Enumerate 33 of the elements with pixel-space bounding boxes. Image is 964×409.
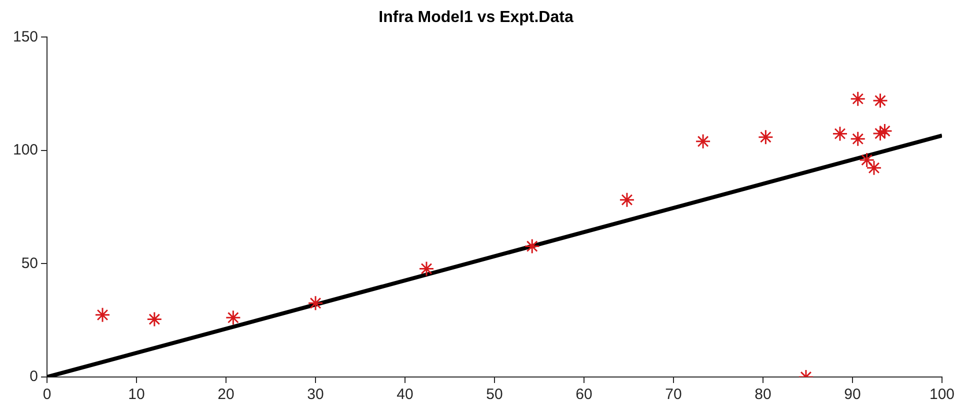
x-tick-label: 20 (218, 386, 234, 404)
x-tick-label: 80 (754, 386, 772, 404)
x-tick-label: 30 (307, 386, 324, 404)
point (866, 160, 882, 176)
x-tick-label: 60 (576, 386, 592, 404)
point (850, 131, 866, 147)
point (832, 126, 848, 142)
point (872, 126, 888, 142)
point (850, 91, 866, 107)
point (225, 310, 241, 326)
y-tick-label: 100 (12, 142, 38, 159)
x-tick-label: 50 (486, 386, 503, 404)
x-tick-label: 40 (396, 386, 414, 404)
x-tick-label: 70 (665, 386, 682, 404)
x-tick-label: 10 (128, 386, 145, 404)
x-tick-label: 90 (844, 386, 861, 404)
point (308, 295, 324, 311)
point (619, 192, 635, 208)
point (876, 123, 892, 139)
point (146, 311, 162, 327)
point (524, 238, 540, 254)
point (758, 129, 774, 145)
point (94, 307, 110, 323)
point (859, 152, 875, 168)
point (872, 92, 888, 108)
x-tick-label: 0 (42, 386, 52, 404)
point (418, 260, 434, 276)
x-tick-label: 100 (929, 386, 955, 404)
y-tick-label: 50 (21, 254, 38, 272)
chart-title: Infra Model1 vs Expt.Data (378, 9, 574, 26)
y-tick-label: 0 (30, 368, 38, 386)
point (695, 134, 711, 150)
y-tick-label: 150 (12, 28, 38, 46)
